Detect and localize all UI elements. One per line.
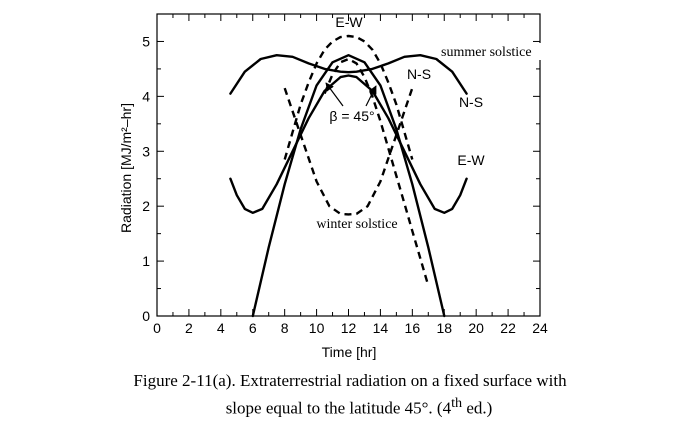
series-line-1 xyxy=(229,54,468,95)
x-tick-label: 0 xyxy=(153,320,161,336)
y-tick-label: 5 xyxy=(142,33,150,49)
annotation-label: β = 45° xyxy=(329,108,374,124)
figure-caption: Figure 2-11(a). Extraterrestrial radiati… xyxy=(0,370,700,420)
series-line-4 xyxy=(283,87,414,216)
caption-line-2: slope equal to the latitude 45°. (4th ed… xyxy=(0,392,700,420)
series-line-3 xyxy=(283,34,414,160)
caption-superscript: th xyxy=(451,395,463,411)
annotations: E-W summer solstice N-S N-S β = 45° E-W winter… xyxy=(316,14,543,232)
y-tick-label: 1 xyxy=(142,253,150,269)
x-tick-label: 16 xyxy=(405,320,421,336)
annotation-bg xyxy=(439,43,543,60)
annotation-label: winter solstice xyxy=(316,217,397,232)
caption-line-2-text: slope equal to the latitude 45°. (4 xyxy=(225,398,452,418)
y-axis-ticks: 0 1 2 3 4 5 xyxy=(142,13,540,324)
x-tick-label: 24 xyxy=(532,320,548,336)
x-tick-label: 10 xyxy=(309,320,325,336)
y-tick-label: 3 xyxy=(142,143,150,159)
annotation-label: N-S xyxy=(459,94,483,110)
x-tick-label: 8 xyxy=(281,320,289,336)
series-line-2 xyxy=(251,54,446,318)
annotation-label: N-S xyxy=(407,66,431,82)
caption-line-2-end: ed.) xyxy=(462,398,493,418)
x-axis-label: Time [hr] xyxy=(322,344,377,360)
annotation-label: summer solstice xyxy=(441,45,532,60)
y-tick-label: 2 xyxy=(142,198,150,214)
y-tick-label: 0 xyxy=(142,308,150,324)
annotation-label: E-W xyxy=(457,152,485,168)
x-tick-label: 4 xyxy=(217,320,225,336)
beta-arrows xyxy=(325,82,377,107)
x-tick-label: 18 xyxy=(436,320,452,336)
y-axis-label: Radiation [MJ/m²–hr] xyxy=(118,103,134,233)
x-tick-label: 14 xyxy=(373,320,389,336)
x-tick-label: 2 xyxy=(185,320,193,336)
x-tick-label: 6 xyxy=(249,320,257,336)
x-tick-label: 22 xyxy=(500,320,516,336)
series-line-0 xyxy=(229,74,468,215)
caption-line-1: Figure 2-11(a). Extraterrestrial radiati… xyxy=(133,371,567,390)
beta-arrow-0 xyxy=(325,82,344,107)
x-tick-label: 12 xyxy=(341,320,357,336)
series-line-5 xyxy=(323,57,430,287)
x-axis-ticks: 0 2 4 6 8 10 12 14 16 18 20 22 24 xyxy=(153,14,548,336)
beta-arrow-1 xyxy=(365,85,377,107)
annotation-label: E-W xyxy=(335,14,363,30)
y-tick-label: 4 xyxy=(142,88,150,104)
x-tick-label: 20 xyxy=(468,320,484,336)
series-layer xyxy=(229,34,468,318)
